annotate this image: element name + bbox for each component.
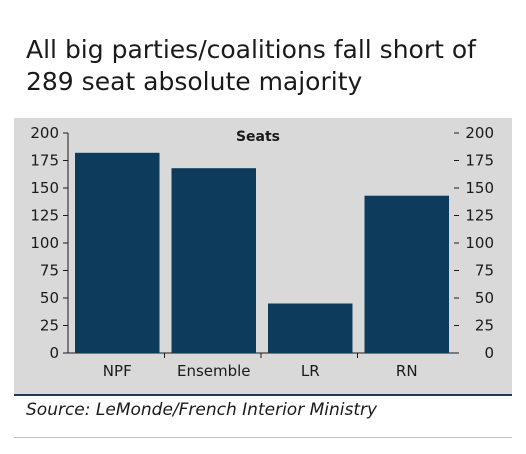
y-tick-label-left: 125 [30,207,59,225]
y-tick-label-right: 75 [475,262,494,280]
y-tick-label-left: 25 [40,317,59,335]
y-tick-label-left: 0 [49,344,59,362]
axes-group: 0 0 25 25 50 50 75 75 100 100 125 125 150 150 175 175 20… [30,124,494,362]
y-tick-label-right: 150 [465,179,494,197]
y-tick-label-left: 200 [30,124,59,142]
x-tick-label-ensemble: Ensemble [177,362,251,380]
y-tick-label-left: 50 [40,289,59,307]
y-tick-label-right: 25 [475,317,494,335]
x-tick-label-lr: LR [301,362,320,380]
y-tick-label-left: 150 [30,179,59,197]
y-tick-label-left: 75 [40,262,59,280]
bar-lr [268,303,353,353]
y-tick-label-right: 50 [475,289,494,307]
y-tick-label-left: 175 [30,152,59,170]
y-tick-label-right: 0 [484,344,494,362]
bars-group [75,152,449,353]
x-tick-label-rn: RN [396,362,418,380]
bar-ensemble [171,168,256,353]
y-tick-label-right: 125 [465,207,494,225]
bottom-divider [14,437,512,438]
x-tick-labels-group: NPF Ensemble LR RN [103,362,418,380]
source-divider [14,394,512,396]
source-note: Source: LeMonde/French Interior Ministry [26,400,378,420]
x-tick-label-npf: NPF [103,362,132,380]
y-tick-label-left: 100 [30,234,59,252]
chart-headline: All big parties/coalitions fall short of… [26,35,476,96]
chart-title: Seats [236,129,280,145]
y-tick-label-right: 200 [465,124,494,142]
bar-rn [364,195,449,353]
bar-npf [75,152,160,353]
y-tick-label-right: 100 [465,234,494,252]
y-tick-label-right: 175 [465,152,494,170]
